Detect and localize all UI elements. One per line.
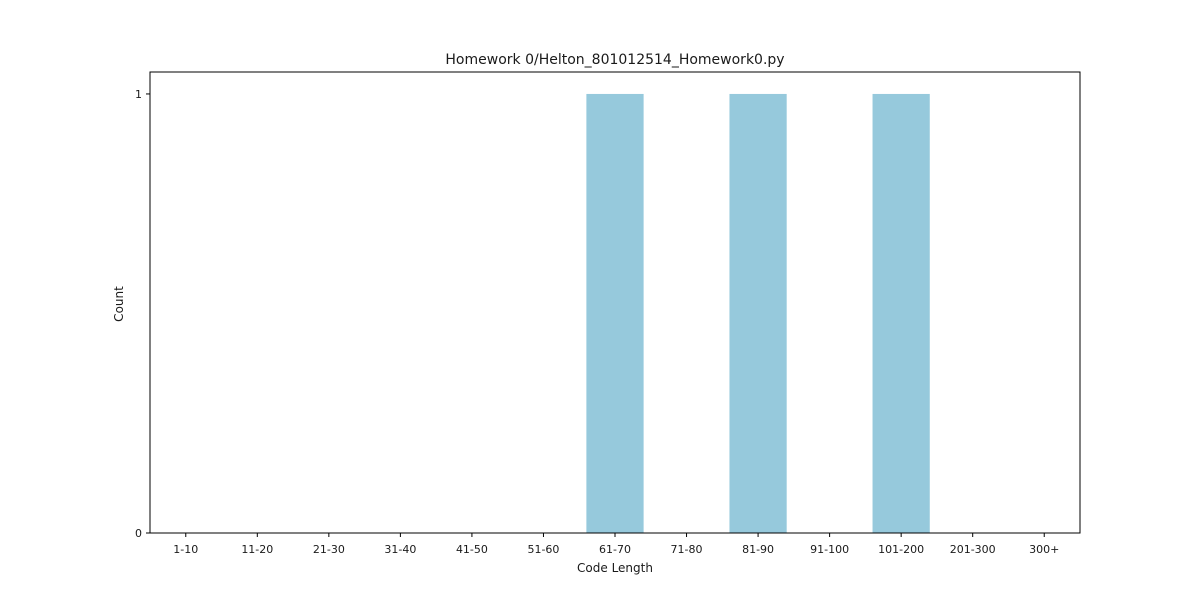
bar-61-70 [586, 93, 644, 533]
bars-group [586, 93, 930, 533]
y-tick-label: 1 [135, 88, 142, 101]
x-axis: 1-10 11-20 21-30 31-40 41-50 51-60 61-70 71-80 8… [173, 533, 1059, 556]
x-tick-label: 201-300 [950, 543, 996, 556]
x-tick-label: 101-200 [878, 543, 924, 556]
x-tick-label: 1-10 [173, 543, 198, 556]
x-tick-label: 31-40 [384, 543, 416, 556]
y-axis-title: Count [112, 286, 126, 322]
x-tick-label: 61-70 [599, 543, 631, 556]
x-tick-label: 41-50 [456, 543, 488, 556]
x-axis-title: Code Length [577, 561, 653, 575]
x-tick-label: 91-100 [810, 543, 849, 556]
x-tick-label: 300+ [1029, 543, 1059, 556]
y-axis: 01 [135, 88, 150, 540]
x-tick-label: 81-90 [742, 543, 774, 556]
bar-81-90 [729, 93, 787, 533]
x-tick-label: 11-20 [241, 543, 273, 556]
x-tick-label: 21-30 [313, 543, 345, 556]
y-tick-label: 0 [135, 527, 142, 540]
chart-title: Homework 0/Helton_801012514_Homework0.py [445, 52, 784, 68]
x-tick-label: 71-80 [671, 543, 703, 556]
bar-101-200 [872, 93, 930, 533]
x-tick-label: 51-60 [527, 543, 559, 556]
